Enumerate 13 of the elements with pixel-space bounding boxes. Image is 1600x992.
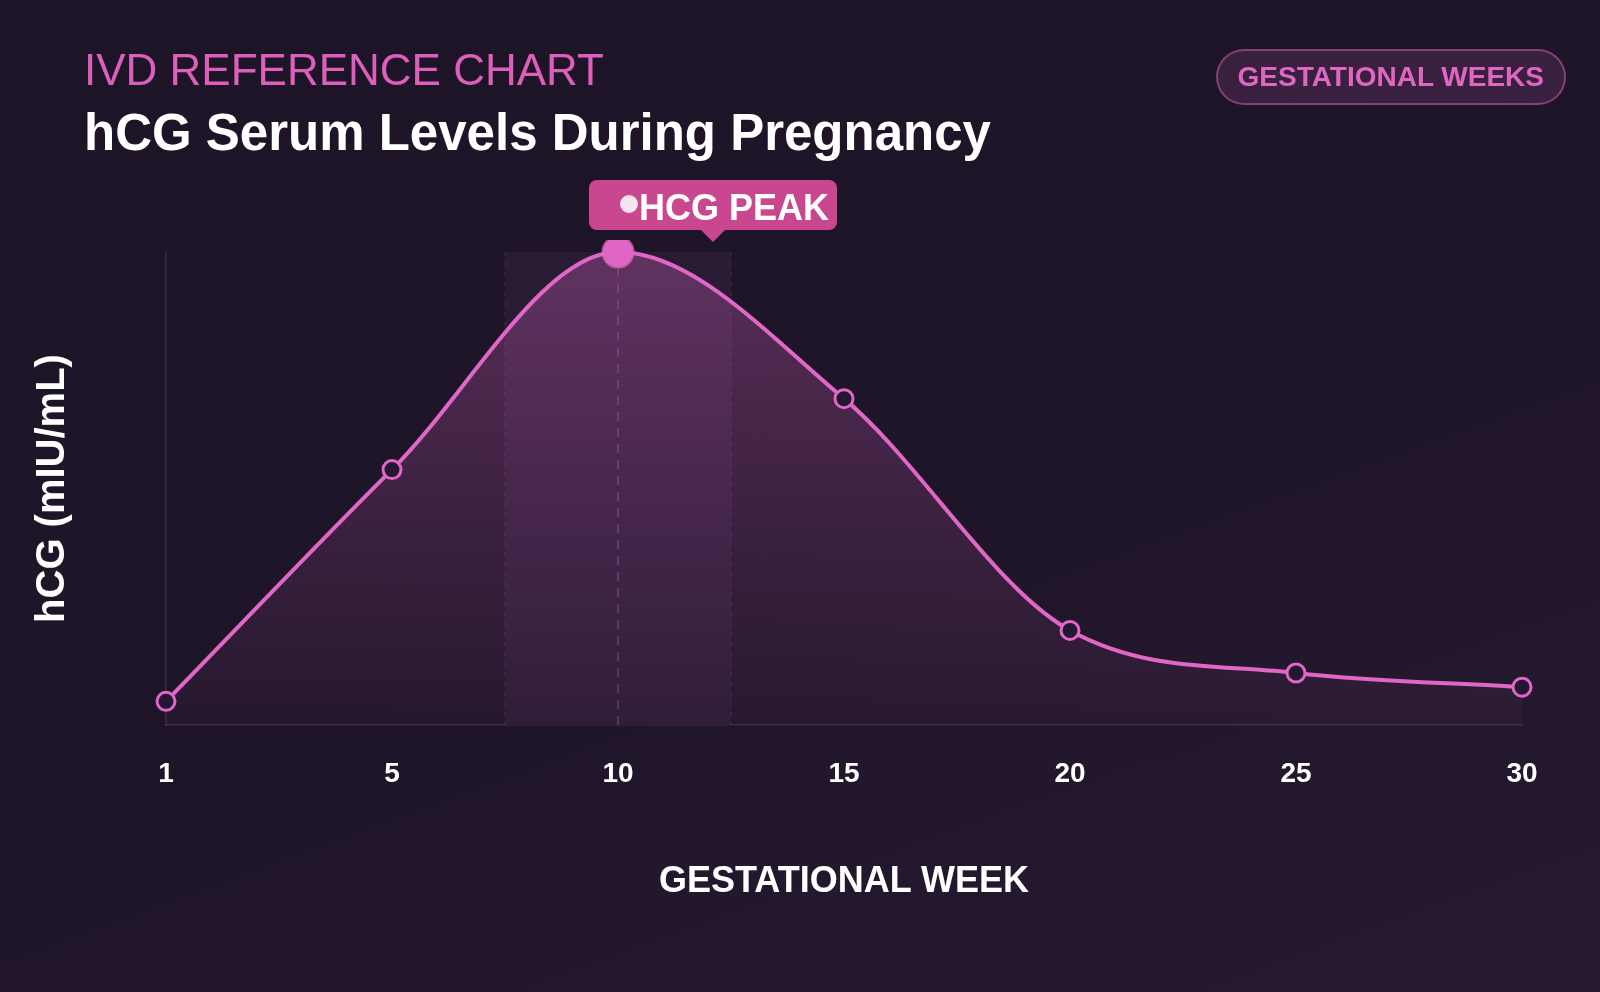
x-axis-title: GESTATIONAL WEEK	[658, 859, 1030, 901]
x-tick-label: 15	[828, 756, 860, 788]
chart-subtitle: IVD REFERENCE CHART	[84, 45, 604, 94]
pill-badge: GESTATIONAL WEEKS	[1215, 49, 1566, 105]
x-tick-label: 5	[384, 756, 400, 788]
chart-title: hCG Serum Levels During Pregnancy	[84, 104, 991, 161]
x-tick-label: 25	[1280, 756, 1312, 788]
x-tick-label: 10	[602, 756, 634, 788]
y-axis-title: hCG (mIU/mL)	[28, 354, 73, 623]
x-tick-label: 1	[158, 756, 174, 788]
annotation: HCG PEAK	[639, 186, 830, 228]
x-tick-label: 30	[1506, 756, 1538, 788]
x-tick-label: 20	[1054, 756, 1086, 788]
